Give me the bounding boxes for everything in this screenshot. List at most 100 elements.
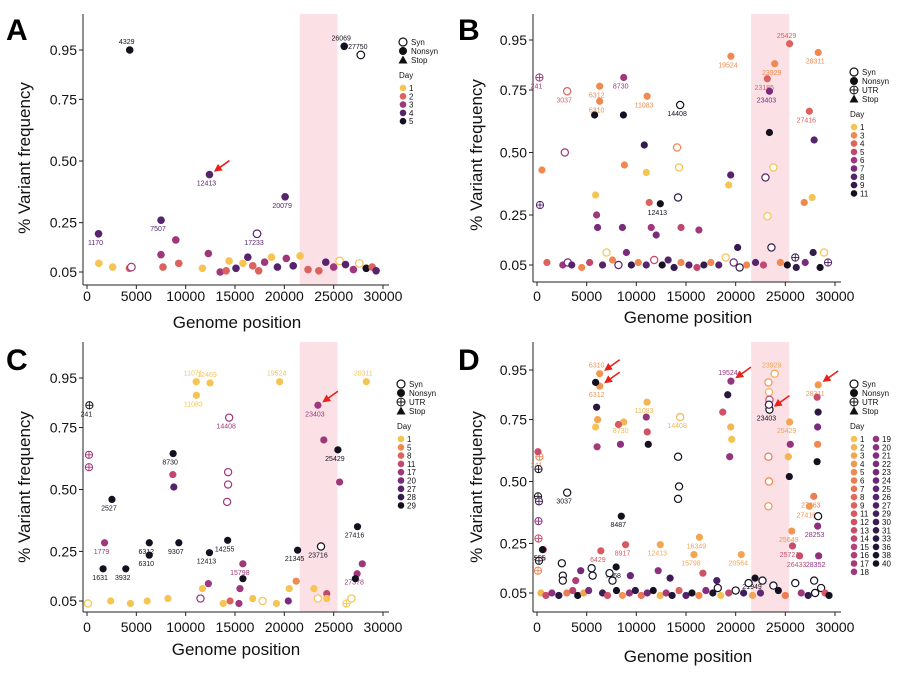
panel-a-ylabel: % Variant frequency — [15, 82, 34, 234]
legend-day-label: 38 — [882, 551, 891, 560]
nonsyn-variant-point — [643, 92, 651, 100]
panel-a-letter: A — [6, 14, 28, 47]
point-label: 25429 — [325, 456, 345, 463]
nonsyn-variant-point — [742, 261, 751, 269]
nonsyn-variant-point — [786, 440, 794, 448]
nonsyn-variant-point — [785, 418, 794, 426]
syn-variant-point — [335, 256, 344, 266]
legend-day-swatch — [872, 535, 880, 542]
y-tick-label: 0.75 — [500, 412, 527, 428]
nonsyn-variant-point — [616, 440, 625, 448]
nonsyn-variant-point — [603, 591, 612, 600]
legend-shape-label: UTR — [862, 86, 879, 95]
legend-day-label: 20 — [407, 477, 416, 486]
x-tick-label: 10000 — [166, 619, 205, 635]
y-tick-label: 0.25 — [500, 207, 527, 223]
point-label: 27416 — [345, 533, 365, 540]
legend-day-label: 19 — [882, 435, 891, 444]
legend-day-label: 9 — [860, 501, 865, 510]
syn-variant-point — [223, 480, 233, 489]
point-label: 19524 — [718, 62, 738, 69]
y-tick-label: 0.50 — [500, 474, 527, 490]
nonsyn-variant-point — [765, 87, 774, 95]
legend-day-swatch — [850, 140, 858, 147]
legend-day-swatch — [397, 452, 405, 459]
syn-variant-point — [673, 193, 683, 202]
nonsyn-variant-point — [276, 378, 284, 386]
nonsyn-variant-point — [335, 478, 344, 486]
nonsyn-variant-point — [724, 391, 732, 399]
y-tick-label: 0.25 — [500, 535, 527, 551]
nonsyn-variant-point — [614, 420, 623, 429]
nonsyn-variant-point — [784, 453, 792, 461]
legend-day-label: 8 — [860, 493, 865, 502]
panel-a-xlabel: Genome position — [173, 313, 302, 332]
nonsyn-variant-point — [334, 446, 342, 454]
point-label: 8487 — [611, 522, 627, 529]
nonsyn-variant-point — [675, 586, 683, 595]
nonsyn-variant-point — [222, 266, 230, 275]
legend-day-label: 36 — [882, 543, 891, 552]
x-tick-label: 30000 — [816, 288, 855, 304]
legend-day-label: 8 — [407, 452, 412, 461]
x-tick-label: 0 — [83, 288, 91, 304]
legend-day-swatch — [850, 477, 858, 484]
nonsyn-variant-point — [329, 263, 338, 271]
legend-day-swatch — [397, 435, 405, 443]
nonsyn-variant-point — [340, 42, 349, 51]
legend-day-swatch — [850, 560, 858, 567]
nonsyn-variant-point — [145, 551, 153, 559]
nonsyn-variant-point — [593, 443, 601, 451]
syn-variant-point — [602, 248, 611, 257]
legend-shape-label: Syn — [409, 380, 423, 389]
nonsyn-variant-point — [239, 560, 247, 568]
nonsyn-variant-point — [677, 258, 685, 267]
point-label: 25649 — [779, 537, 799, 544]
point-label: 21345 — [285, 556, 305, 563]
nonsyn-variant-point — [198, 585, 207, 593]
legend-day-label: 3 — [409, 101, 414, 110]
legend-day-label: 5 — [860, 148, 865, 157]
panel-d-highlight-region — [751, 342, 790, 612]
legend-day-label: 13 — [860, 526, 869, 535]
nonsyn-variant-point — [715, 261, 723, 269]
nonsyn-variant-point — [668, 591, 676, 600]
x-tick-label: 20000 — [716, 288, 755, 304]
legend-syn-icon — [849, 67, 859, 77]
legend-day-label: 7 — [860, 485, 865, 494]
nonsyn-variant-point — [717, 591, 725, 600]
nonsyn-variant-point — [759, 261, 768, 269]
panel-b-axes: 0 5000 10000 15000 20000 25000 30000 0.05 0.25 0.… — [500, 14, 855, 304]
nonsyn-variant-point — [596, 97, 604, 105]
point-label: 12469 — [197, 372, 217, 379]
y-tick-label: 0.95 — [50, 370, 77, 386]
panel-d: D 0 5000 10000 15000 20000 25000 30000 0.05 0.25… — [458, 342, 891, 666]
syn-variant-point — [764, 388, 774, 397]
syn-variant-point — [222, 497, 232, 507]
syn-variant-point — [731, 586, 740, 595]
nonsyn-variant-point — [622, 248, 631, 257]
nonsyn-variant-point — [620, 161, 629, 169]
nonsyn-variant-point — [192, 378, 200, 386]
nonsyn-variant-point — [284, 597, 292, 605]
syn-variant-point — [557, 559, 567, 568]
nonsyn-variant-point — [586, 258, 594, 267]
syn-variant-point — [558, 576, 568, 585]
point-label: 28253 — [805, 532, 825, 539]
nonsyn-variant-point — [788, 542, 797, 550]
nonsyn-variant-point — [282, 254, 291, 263]
nonsyn-variant-point — [776, 258, 784, 267]
syn-variant-point — [764, 502, 773, 511]
legend-day-swatch — [850, 543, 858, 551]
syn-variant-point — [729, 258, 738, 267]
panel-d-letter: D — [458, 344, 480, 377]
nonsyn-variant-point — [296, 252, 304, 260]
nonsyn-variant-point — [719, 408, 727, 416]
legend-day-swatch — [872, 468, 880, 476]
legend-day-swatch — [397, 477, 405, 484]
legend-day-swatch — [850, 156, 858, 164]
nonsyn-variant-point — [785, 40, 794, 48]
